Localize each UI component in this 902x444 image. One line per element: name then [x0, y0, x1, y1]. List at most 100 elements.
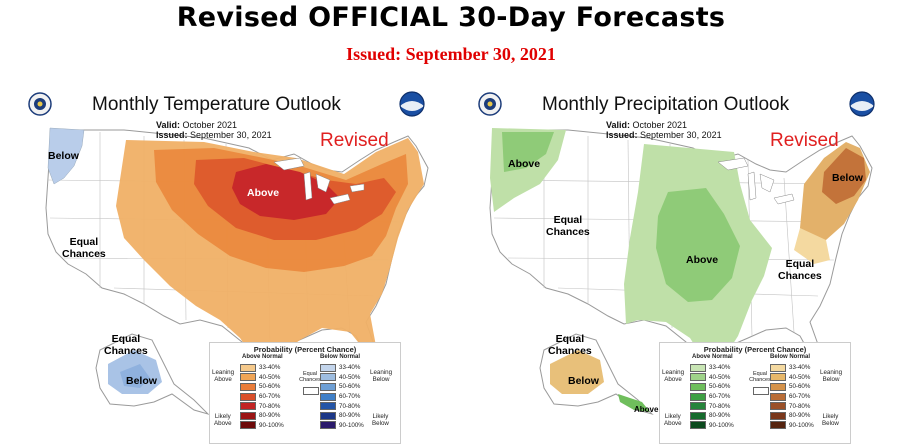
precipitation-legend: Probability (Percent Chance) Above Norma… [659, 342, 851, 444]
legend-row: 33-40% [770, 363, 814, 373]
legend-above-head: Above Normal [692, 354, 733, 360]
legend-equal-chances: Equal Chances [299, 371, 321, 383]
label-ak-equal-chances: Equal Chances [104, 333, 148, 357]
legend-row: 33-40% [240, 363, 284, 373]
label-below-nw: Below [48, 150, 79, 162]
legend-range-label: 80-90% [709, 412, 731, 420]
temperature-revised-label: Revised [320, 130, 389, 151]
nw-below-region [47, 127, 85, 185]
legend-range-label: 90-100% [339, 421, 364, 429]
legend-range-label: 90-100% [709, 421, 734, 429]
label-below-ne: Below [832, 172, 863, 184]
legend-row: 33-40% [320, 363, 364, 373]
legend-above-column: 33-40% 40-50% 50-60% 60-70% 70-80% 80-90% 90-1… [690, 363, 734, 430]
legend-swatch [690, 421, 706, 430]
legend-range-label: 60-70% [339, 393, 361, 401]
legend-row: 50-60% [320, 382, 364, 392]
legend-swatch [770, 402, 786, 411]
legend-likely-below: Likely Below [372, 413, 389, 427]
legend-range-label: 33-40% [789, 364, 811, 372]
legend-swatch [690, 373, 706, 382]
legend-swatch [320, 411, 336, 420]
legend-range-label: 80-90% [259, 412, 281, 420]
legend-equal-swatch [303, 387, 319, 395]
legend-range-label: 80-90% [789, 412, 811, 420]
legend-likely-above: Likely Above [214, 413, 232, 427]
legend-range-label: 50-60% [709, 383, 731, 391]
noaa-logo-icon [849, 91, 875, 117]
legend-leaning-above: Leaning Above [662, 369, 685, 383]
issued-date: Issued: September 30, 2021 [346, 44, 556, 64]
legend-range-label: 40-50% [259, 373, 281, 381]
legend-likely-above: Likely Above [664, 413, 682, 427]
legend-swatch [320, 402, 336, 411]
central-above-40-50 [656, 188, 740, 302]
legend-swatch [320, 392, 336, 401]
legend-swatch [240, 402, 256, 411]
legend-above-column: 33-40% 40-50% 50-60% 60-70% 70-80% 80-90% 90-1… [240, 363, 284, 430]
temperature-legend: Probability (Percent Chance) Above Norma… [209, 342, 401, 444]
legend-below-head: Below Normal [320, 354, 361, 360]
legend-swatch [770, 382, 786, 391]
legend-row: 90-100% [690, 421, 734, 431]
legend-row: 70-80% [240, 401, 284, 411]
legend-row: 70-80% [320, 401, 364, 411]
temperature-title: Monthly Temperature Outlook [92, 94, 341, 115]
temperature-map [28, 91, 429, 429]
legend-row: 50-60% [690, 382, 734, 392]
legend-swatch [320, 421, 336, 430]
legend-range-label: 60-70% [709, 393, 731, 401]
legend-swatch [690, 402, 706, 411]
legend-row: 33-40% [690, 363, 734, 373]
legend-swatch [690, 363, 706, 372]
label-ak-below: Below [568, 375, 599, 387]
legend-swatch [240, 392, 256, 401]
legend-row: 90-100% [320, 421, 364, 431]
legend-range-label: 90-100% [259, 421, 284, 429]
legend-row: 80-90% [770, 411, 814, 421]
great-lakes [273, 157, 365, 205]
legend-row: 90-100% [240, 421, 284, 431]
legend-row: 70-80% [690, 401, 734, 411]
legend-range-label: 80-90% [339, 412, 361, 420]
legend-range-label: 33-40% [339, 364, 361, 372]
legend-row: 40-50% [320, 373, 364, 383]
legend-range-label: 90-100% [789, 421, 814, 429]
legend-swatch [320, 382, 336, 391]
legend-below-head: Below Normal [770, 354, 811, 360]
legend-range-label: 40-50% [339, 373, 361, 381]
precipitation-revised-label: Revised [770, 130, 839, 151]
legend-leaning-below: Leaning Below [370, 369, 393, 383]
legend-range-label: 70-80% [789, 402, 811, 410]
alaska-below-region [550, 350, 604, 394]
legend-range-label: 60-70% [789, 393, 811, 401]
label-above: Above [247, 187, 280, 199]
legend-range-label: 60-70% [259, 393, 281, 401]
legend-range-label: 50-60% [259, 383, 281, 391]
legend-likely-below: Likely Below [822, 413, 839, 427]
legend-row: 40-50% [690, 373, 734, 383]
legend-swatch [690, 382, 706, 391]
legend-row: 80-90% [240, 411, 284, 421]
precipitation-valid-info: Valid: October 2021 Issued: September 30… [606, 120, 722, 140]
precipitation-outlook-panel: Monthly Precipitation Outlook Valid: Oct… [454, 88, 900, 444]
commerce-seal-icon [478, 92, 502, 116]
legend-below-column: 33-40% 40-50% 50-60% 60-70% 70-80% 80-90% 90-1… [320, 363, 364, 430]
legend-leaning-above: Leaning Above [212, 369, 235, 383]
legend-swatch [240, 411, 256, 420]
legend-title: Probability (Percent Chance) [703, 345, 807, 354]
legend-row: 60-70% [770, 392, 814, 402]
legend-title: Probability (Percent Chance) [253, 345, 357, 354]
commerce-seal-icon [28, 92, 52, 116]
legend-equal-chances: Equal Chances [749, 371, 771, 383]
label-ak-below: Below [126, 375, 157, 387]
precipitation-title: Monthly Precipitation Outlook [542, 94, 790, 115]
legend-equal-swatch [753, 387, 769, 395]
legend-range-label: 70-80% [259, 402, 281, 410]
legend-below-column: 33-40% 40-50% 50-60% 60-70% 70-80% 80-90% 90-1… [770, 363, 814, 430]
legend-range-label: 50-60% [339, 383, 361, 391]
legend-swatch [770, 373, 786, 382]
legend-swatch [320, 363, 336, 372]
legend-swatch [240, 363, 256, 372]
legend-row: 40-50% [240, 373, 284, 383]
